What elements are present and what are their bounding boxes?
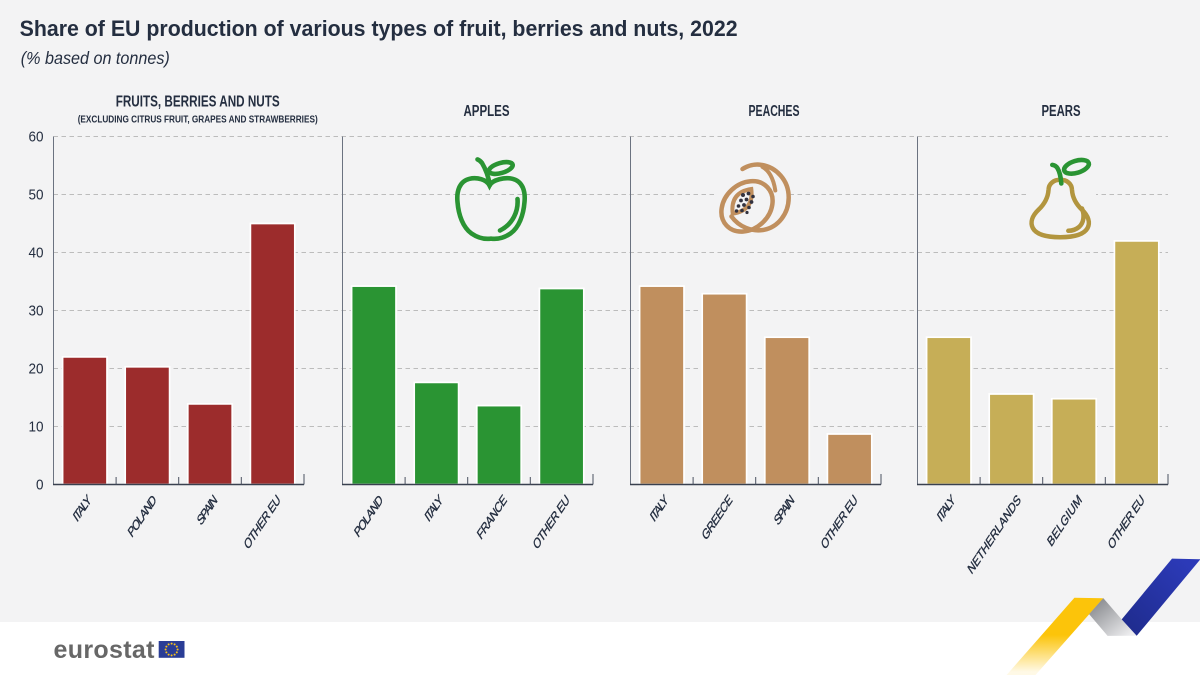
- svg-text:PEARS: PEARS: [1042, 103, 1081, 120]
- svg-text:40: 40: [29, 245, 44, 262]
- svg-text:APPLES: APPLES: [464, 103, 510, 120]
- svg-text:20: 20: [29, 361, 44, 378]
- svg-text:(% based on tonnes): (% based on tonnes): [21, 48, 170, 68]
- svg-text:0: 0: [36, 477, 44, 494]
- svg-text:30: 30: [29, 303, 44, 320]
- svg-text:(EXCLUDING CITRUS FRUIT, GRAPE: (EXCLUDING CITRUS FRUIT, GRAPES AND STRA…: [78, 114, 318, 125]
- svg-text:PEACHES: PEACHES: [749, 103, 800, 120]
- svg-text:FRUITS, BERRIES AND NUTS: FRUITS, BERRIES AND NUTS: [116, 94, 280, 111]
- svg-text:60: 60: [29, 129, 44, 146]
- svg-text:50: 50: [29, 187, 44, 204]
- svg-text:10: 10: [29, 419, 44, 436]
- svg-text:eurostat: eurostat: [54, 636, 156, 664]
- svg-text:Share of EU production of vari: Share of EU production of various types …: [20, 16, 738, 41]
